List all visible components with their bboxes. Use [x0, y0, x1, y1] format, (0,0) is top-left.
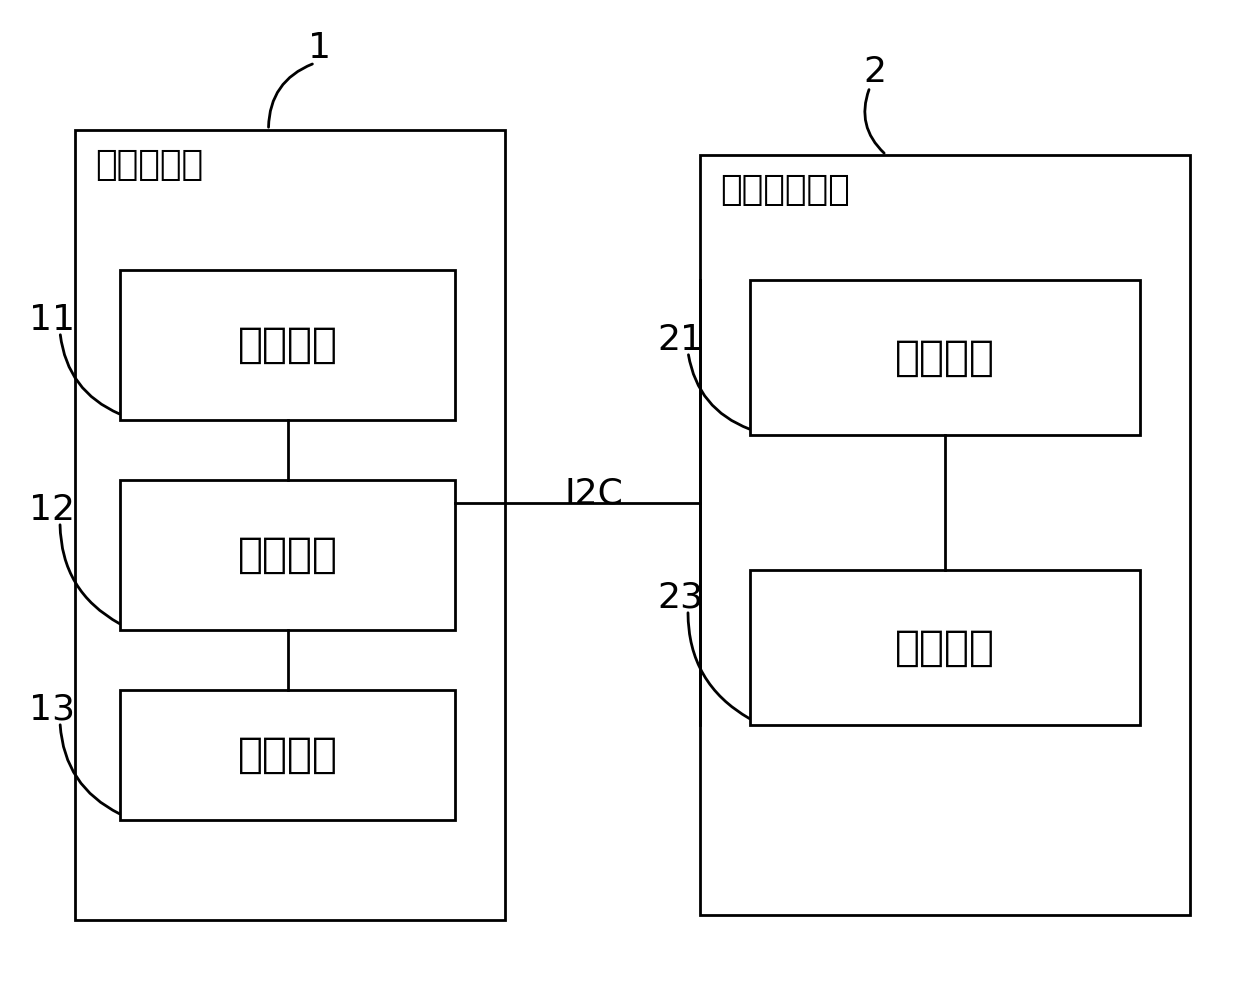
Bar	[120, 270, 455, 420]
Text: 1: 1	[309, 31, 331, 65]
Text: 电源管理芯片: 电源管理芯片	[720, 173, 849, 207]
Text: 23: 23	[657, 581, 703, 615]
Text: 11: 11	[29, 303, 74, 337]
Text: 21: 21	[657, 323, 703, 357]
Text: I2C: I2C	[564, 476, 622, 510]
Text: 13: 13	[29, 693, 74, 727]
Text: 偵测模块: 偵测模块	[895, 626, 994, 669]
Bar	[750, 280, 1140, 435]
Bar	[750, 570, 1140, 725]
Text: 比较模块: 比较模块	[238, 534, 337, 576]
Text: 执行模块: 执行模块	[238, 734, 337, 776]
Text: 2: 2	[863, 55, 887, 89]
Text: 时钒控制器: 时钒控制器	[95, 148, 203, 182]
Text: 12: 12	[29, 493, 74, 527]
Text: 计算模块: 计算模块	[238, 324, 337, 366]
Bar	[74, 130, 505, 920]
Text: 输出模块: 输出模块	[895, 336, 994, 379]
Bar	[120, 480, 455, 630]
Bar	[701, 155, 1190, 915]
Bar	[120, 690, 455, 820]
